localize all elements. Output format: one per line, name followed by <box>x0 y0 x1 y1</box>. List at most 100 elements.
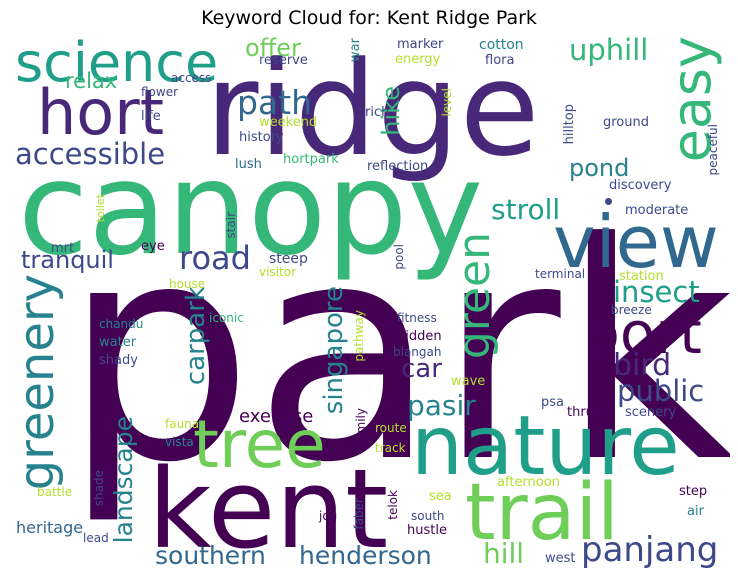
word-peaceful: peaceful <box>706 124 720 176</box>
word-level: level <box>440 88 454 117</box>
word-car: car <box>401 354 442 384</box>
word-toilet: toilet <box>94 194 107 223</box>
word-green: green <box>449 232 500 360</box>
word-flora: flora <box>485 53 515 68</box>
word-history: history <box>239 130 284 145</box>
word-park: park <box>63 179 730 528</box>
word-energy: energy <box>395 52 441 67</box>
word-pathway: pathway <box>352 310 366 362</box>
word-flower: flower <box>141 85 179 99</box>
word-pond: pond <box>569 154 630 182</box>
word-discovery: discovery <box>609 178 672 193</box>
word-mrt: mrt <box>51 241 75 256</box>
word-tranquil: tranquil <box>21 246 114 274</box>
word-station: station <box>619 269 664 284</box>
word-hidden: hidden <box>397 329 442 344</box>
word-panjang: panjang <box>581 530 719 570</box>
word-sea: sea <box>429 489 452 504</box>
word-vista: vista <box>165 435 194 449</box>
word-road: road <box>179 239 251 277</box>
word-henderson: henderson <box>299 541 432 570</box>
word-iconic: iconic <box>209 311 244 325</box>
word-step: step <box>679 484 708 499</box>
word-ground: ground <box>603 115 649 130</box>
word-eye: eye <box>141 239 165 254</box>
word-southern: southern <box>155 541 266 570</box>
word-reserve: reserve <box>259 53 308 68</box>
word-weekend: weekend <box>259 115 318 130</box>
word-cotton: cotton <box>479 37 524 53</box>
word-accessible: accessible <box>15 137 166 171</box>
word-kent: kent <box>148 445 389 573</box>
chart-title: Keyword Cloud for: Kent Ridge Park <box>201 7 537 29</box>
word-water: water <box>99 335 137 350</box>
word-reflection: reflection <box>367 159 429 174</box>
word-house: house <box>169 277 206 291</box>
word-access: access <box>171 71 212 85</box>
word-psa: psa <box>541 395 564 410</box>
word-greenery: greenery <box>13 274 65 491</box>
word-chandu: chandu <box>99 317 144 331</box>
word-hortpark: hortpark <box>283 152 339 167</box>
word-exercise: exercise <box>239 406 314 427</box>
word-telok: telok <box>386 490 400 520</box>
word-afternoon: afternoon <box>497 475 560 490</box>
word-stair: stair <box>224 212 238 239</box>
word-lush: lush <box>235 157 262 172</box>
word-jog: jog <box>319 509 338 523</box>
word-fitness: fitness <box>397 311 437 325</box>
word-moderate: moderate <box>625 203 689 218</box>
word-family: family <box>354 408 368 446</box>
word-air: air <box>687 504 704 519</box>
word-marker: marker <box>397 37 444 52</box>
word-ridge: ridge <box>205 34 540 185</box>
word-port: port <box>583 299 702 367</box>
word-shade: shade <box>92 470 106 507</box>
word-pool: pool <box>392 244 406 270</box>
word-stroll: stroll <box>491 193 561 226</box>
word-pasir: pasir <box>407 389 476 422</box>
word-public: public <box>617 374 705 408</box>
word-visitor: visitor <box>259 265 297 279</box>
word-cloud: park canopy ridge nature kent view trail… <box>13 34 730 583</box>
word-hort: hort <box>37 76 165 149</box>
word-singapore: singapore <box>319 286 349 415</box>
word-hill: hill <box>483 537 525 570</box>
word-wave: wave <box>451 374 486 389</box>
word-hustle: hustle <box>407 523 447 538</box>
word-bird: bird <box>613 348 672 383</box>
word-hilltop: hilltop <box>562 104 577 145</box>
word-shady: shady <box>99 353 138 368</box>
word-blangah: blangah <box>393 345 442 359</box>
word-rich: rich <box>365 105 390 120</box>
word-insect: insect <box>613 275 700 309</box>
word-landscape: landscape <box>109 416 138 544</box>
word-trail: trail <box>465 468 619 558</box>
word-life: life <box>141 109 161 124</box>
word-breeze: breeze <box>611 303 652 317</box>
word-path: path <box>237 83 313 122</box>
word-carpark: carpark <box>181 286 211 386</box>
word-thrush: thrush <box>567 405 609 420</box>
word-track: track <box>375 441 406 455</box>
word-nature: nature <box>411 399 680 494</box>
word-faber: faber <box>352 498 366 530</box>
word-tree: tree <box>193 406 326 483</box>
word-battle: battle <box>37 485 73 499</box>
word-south: south <box>411 509 445 523</box>
word-uphill: uphill <box>569 34 649 67</box>
word-route: route <box>375 421 407 435</box>
word-steep: steep <box>269 251 308 267</box>
word-canopy: canopy <box>18 135 484 284</box>
word-fauna: fauna <box>165 417 200 431</box>
word-war: war <box>348 38 363 62</box>
word-terminal: terminal <box>535 267 586 281</box>
word-lead: lead <box>83 531 109 545</box>
dot-mark <box>605 198 612 205</box>
word-science: science <box>15 34 219 94</box>
word-offer: offer <box>245 34 301 62</box>
word-scenery: scenery <box>625 405 677 420</box>
word-west: west <box>545 551 576 566</box>
word-relax: relax <box>65 69 118 93</box>
word-heritage: heritage <box>16 518 84 537</box>
